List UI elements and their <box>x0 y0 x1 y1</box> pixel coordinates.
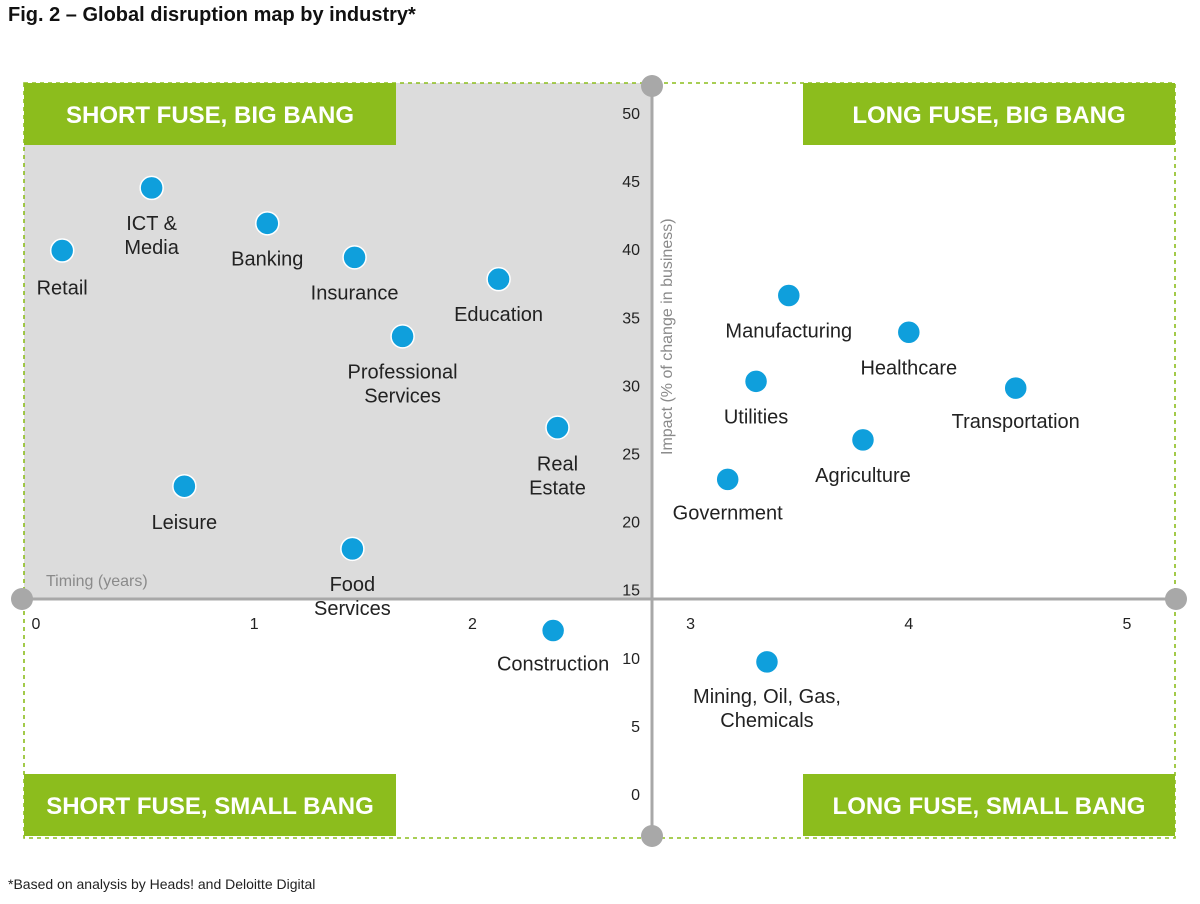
data-point-group: Professional Services <box>348 324 458 407</box>
data-point-marker <box>49 238 75 263</box>
y-tick-label: 10 <box>622 651 640 668</box>
y-tick-label: 40 <box>622 242 640 259</box>
quadrant-long-fuse-small-bang-box <box>803 774 1175 836</box>
y-tick-label: 25 <box>622 447 640 464</box>
data-point-group: Retail <box>37 238 88 300</box>
quadrant-short-fuse-small-bang-label: SHORT FUSE, SMALL BANG <box>46 793 374 820</box>
quadrant-short-fuse-big-bang-label: SHORT FUSE, BIG BANG <box>66 102 354 129</box>
x-tick-labels: 0 1 2 3 4 5 <box>32 616 1132 633</box>
y-tick-labels: 0 5 10 15 20 25 30 35 40 45 50 <box>622 106 640 804</box>
y-tick-label: 5 <box>631 719 640 736</box>
data-point-marker <box>850 427 876 453</box>
data-point-label: Utilities <box>724 406 788 428</box>
data-point-group: Government <box>673 467 783 524</box>
data-point-group: Education <box>454 266 543 326</box>
data-point-group: Mining, Oil, Gas, Chemicals <box>693 649 841 732</box>
data-point-marker <box>743 369 769 394</box>
data-point-label: Manufacturing <box>725 321 852 343</box>
data-point-group: ICT & Media <box>124 175 180 259</box>
data-point-marker <box>540 618 566 643</box>
x-axis-left-knob <box>11 588 33 610</box>
x-tick-label: 4 <box>904 616 913 633</box>
data-point-label: Leisure <box>152 512 218 534</box>
data-point-marker <box>1003 375 1028 401</box>
data-point-marker <box>172 473 197 499</box>
quadrant-labels: SHORT FUSE, BIG BANG LONG FUSE, BIG BANG S… <box>24 83 1175 836</box>
shaded-quadrant <box>24 83 652 599</box>
data-point-label: Agriculture <box>815 465 911 487</box>
y-axis-title: Impact (% of change in business) <box>659 218 676 455</box>
y-tick-label: 0 <box>631 787 640 804</box>
data-point-marker <box>255 211 280 236</box>
y-axis-top-knob <box>641 75 663 97</box>
disruption-map-chart: SHORT FUSE, BIG BANG LONG FUSE, BIG BANG S… <box>11 75 1187 847</box>
x-tick-label: 3 <box>686 616 695 633</box>
data-point-group: Insurance <box>311 245 399 304</box>
data-point-label: ICT & Media <box>124 213 179 259</box>
quadrant-long-fuse-small-bang-label: LONG FUSE, SMALL BANG <box>833 793 1146 820</box>
data-point-marker <box>486 266 511 292</box>
data-point-label: Government <box>673 502 783 524</box>
x-tick-label: 5 <box>1123 616 1132 633</box>
figure-title: Fig. 2 – Global disruption map by indust… <box>8 4 416 26</box>
data-point-marker <box>545 415 570 440</box>
data-point-marker <box>715 467 740 492</box>
data-points: Retail ICT & Media Banking Insurance Educatio… <box>37 175 1080 732</box>
data-point-marker <box>342 245 367 270</box>
y-tick-label: 50 <box>622 106 640 123</box>
data-point-label: Mining, Oil, Gas, Chemicals <box>693 686 841 732</box>
data-point-marker <box>340 536 365 562</box>
data-point-group: Food Services <box>314 536 391 620</box>
x-axis-title: Timing (years) <box>46 573 148 590</box>
x-axis-right-knob <box>1165 588 1187 610</box>
data-point-label: Food Services <box>314 574 391 620</box>
y-tick-label: 20 <box>622 515 640 532</box>
data-point-marker <box>139 175 164 201</box>
data-point-group: Transportation <box>952 375 1080 433</box>
quadrant-short-fuse-big-bang-box <box>24 83 396 145</box>
data-point-label: Insurance <box>311 282 399 304</box>
y-axis-bottom-knob <box>641 825 663 847</box>
data-point-group: Banking <box>231 211 303 270</box>
data-point-group: Leisure <box>152 473 218 534</box>
data-point-group: Healthcare <box>860 320 957 379</box>
footnote: *Based on analysis by Heads! and Deloitt… <box>8 876 316 892</box>
data-point-label: Transportation <box>952 411 1080 433</box>
data-point-marker <box>390 324 415 349</box>
data-point-group: Manufacturing <box>725 283 852 343</box>
data-point-group: Agriculture <box>815 427 911 487</box>
y-tick-label: 45 <box>622 174 640 191</box>
data-point-label: Real Estate <box>529 454 586 500</box>
data-point-label: Banking <box>231 248 303 270</box>
x-tick-label: 1 <box>250 616 259 633</box>
data-point-group: Utilities <box>724 369 788 428</box>
quadrant-short-fuse-small-bang-box <box>24 774 396 836</box>
y-tick-label: 35 <box>622 310 640 327</box>
quadrant-long-fuse-big-bang-box <box>803 83 1175 145</box>
x-tick-label: 2 <box>468 616 477 633</box>
data-point-label: Retail <box>37 278 88 300</box>
data-point-marker <box>896 320 922 345</box>
y-tick-label: 15 <box>622 583 640 600</box>
x-tick-label: 0 <box>32 616 41 633</box>
data-point-label: Professional Services <box>348 361 458 407</box>
quadrant-long-fuse-big-bang-label: LONG FUSE, BIG BANG <box>852 102 1125 129</box>
data-point-marker <box>776 283 802 308</box>
data-point-label: Construction <box>497 654 609 676</box>
data-point-group: Construction <box>497 618 609 676</box>
y-tick-label: 30 <box>622 378 640 395</box>
data-point-group: Real Estate <box>529 415 586 500</box>
data-point-marker <box>754 649 780 675</box>
data-point-label: Healthcare <box>860 357 957 379</box>
chart-border <box>23 82 1176 839</box>
data-point-label: Education <box>454 304 543 326</box>
